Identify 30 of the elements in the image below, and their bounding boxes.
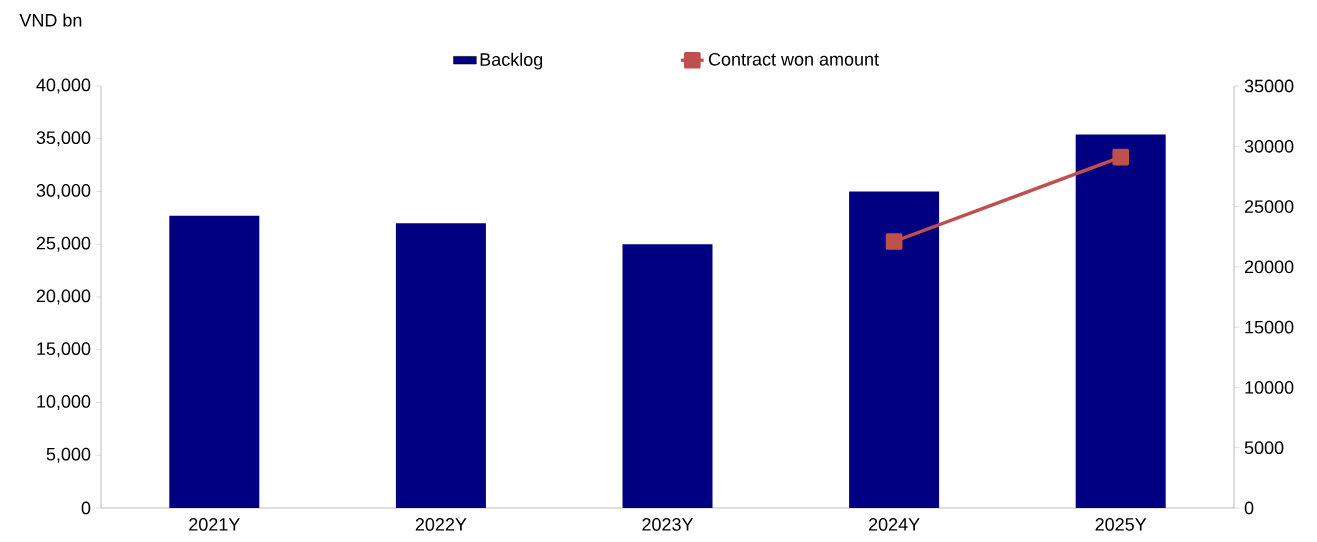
legend-label: Backlog <box>480 52 543 70</box>
bar <box>622 244 713 508</box>
y-tick-label: 30,000 <box>36 184 91 199</box>
y-axis-title: VND bn <box>19 13 82 27</box>
bar <box>1075 134 1166 508</box>
y2-tick-label: 15000 <box>1245 320 1294 334</box>
y2-tick-label: 5000 <box>1244 441 1284 455</box>
x-tick-label: 2025Y <box>1095 518 1147 531</box>
y2-tick-label: 0 <box>1244 501 1254 515</box>
x-tick-label: 2021Y <box>189 518 240 531</box>
x-tick-label: 2023Y <box>642 518 694 531</box>
y-tick-label: 5,000 <box>46 447 91 463</box>
bar <box>395 223 486 508</box>
y2-tick-label: 20000 <box>1244 260 1294 274</box>
y-tick-label: 10,000 <box>37 395 91 410</box>
y2-tick-label: 10000 <box>1245 381 1294 394</box>
y2-tick-label: 25000 <box>1244 200 1294 213</box>
y2-tick-label: 30000 <box>1244 139 1294 153</box>
y-tick-label: 0 <box>81 501 91 515</box>
bar <box>169 215 260 508</box>
bar <box>849 191 940 508</box>
y-tick-label: 40,000 <box>36 78 91 94</box>
legend-label: Contract won amount <box>708 52 879 66</box>
y-tick-label: 20,000 <box>36 289 91 305</box>
y-tick-label: 15,000 <box>37 342 91 358</box>
x-tick-label: 2022Y <box>415 518 467 531</box>
y-tick-label: 25,000 <box>36 236 91 252</box>
y-tick-label: 35,000 <box>36 131 91 147</box>
y2-tick-label: 35000 <box>1244 79 1294 93</box>
x-tick-label: 2024Y <box>868 518 920 531</box>
